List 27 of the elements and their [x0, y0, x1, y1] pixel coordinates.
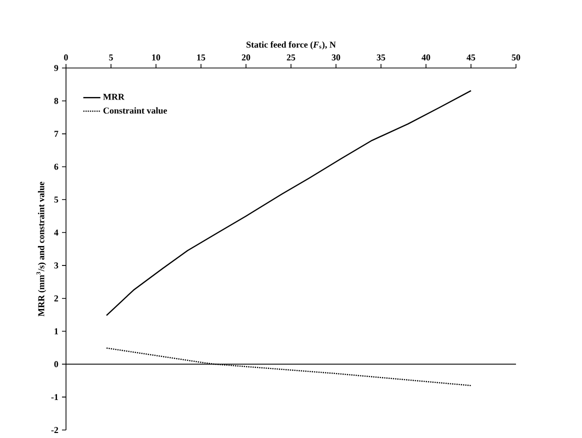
x-tick-label: 35 [376, 54, 386, 60]
y-axis-title: MRR (mm$^{3}$/s) and constraint value [36, 182, 46, 316]
x-tick-label: 15 [197, 54, 206, 60]
x-tick-label: 30 [332, 54, 340, 60]
legend-label: Constraint value [103, 107, 167, 114]
x-tick-label: 5 [109, 54, 113, 60]
legend-label: MRR [103, 94, 125, 100]
y-tick-label: 5 [54, 196, 58, 203]
x-tick-label: 45 [466, 54, 476, 60]
x-tick-label: 40 [422, 54, 430, 60]
y-tick-label: -2 [51, 427, 58, 433]
y-tick-label: 3 [54, 262, 58, 268]
y-tick-label: 4 [54, 230, 58, 236]
y-tick-label: 7 [54, 130, 58, 137]
y-tick-label: -1 [51, 394, 58, 400]
x-tick-label: 50 [512, 54, 520, 60]
x-tick-label: 20 [242, 54, 250, 60]
y-tick-label: 1 [54, 328, 58, 334]
y-tick-label: 0 [54, 361, 58, 368]
x-tick-label: 0 [64, 54, 68, 60]
x-tick-label: 25 [286, 54, 296, 60]
y-tick-label: 6 [54, 164, 58, 170]
y-tick-label: 8 [54, 98, 58, 104]
x-axis-title: Static feed force (F$_{s}$), N [246, 41, 336, 50]
x-tick-label: 10 [152, 54, 160, 60]
y-tick-label: 2 [54, 295, 58, 302]
y-tick-label: 9 [54, 64, 58, 72]
